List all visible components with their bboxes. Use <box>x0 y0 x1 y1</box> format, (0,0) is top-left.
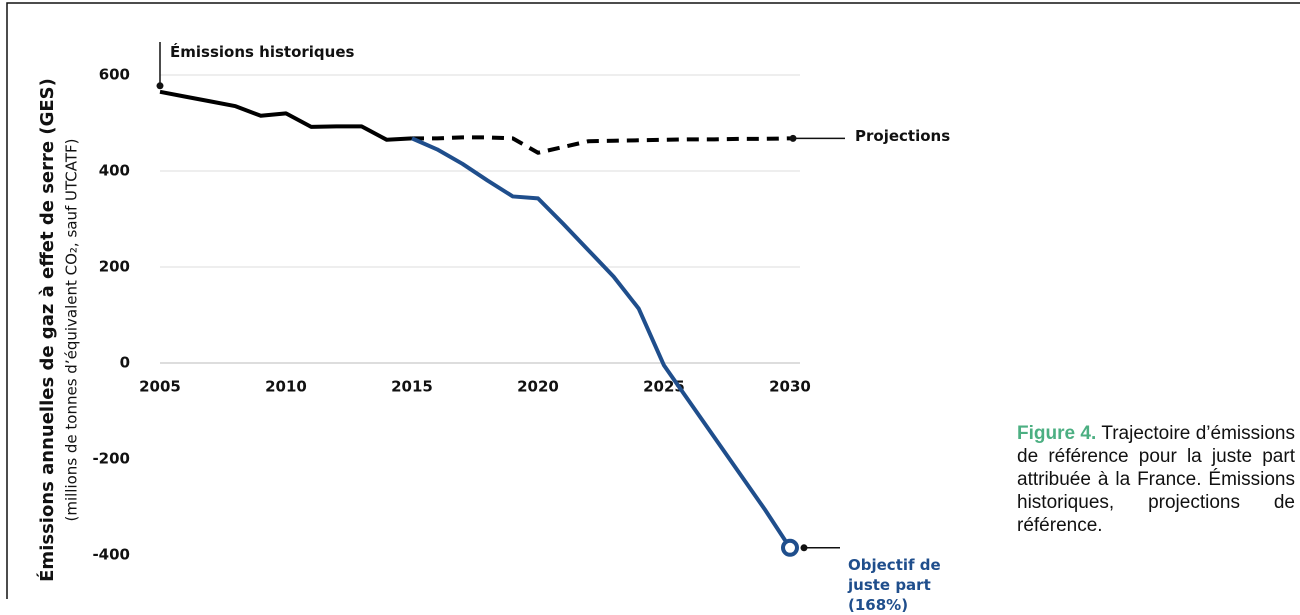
series-line <box>411 136 792 549</box>
chart: Émissions annuelles de gaz à effet de se… <box>6 2 1300 599</box>
y-tick-label: 200 <box>99 258 130 276</box>
projections-label: Projections <box>855 127 951 145</box>
page: {"chart_data": {"type": "line", "ylabel"… <box>6 2 1300 614</box>
caption-label: Figure 4. <box>1017 423 1097 444</box>
end-marker <box>781 538 799 557</box>
fair-share-label: Objectif de juste part (168%) <box>848 556 941 614</box>
caption-text: Trajectoire d’émissions de référence pou… <box>1017 423 1295 536</box>
frame <box>6 2 1300 599</box>
x-tick-label: 2015 <box>391 378 433 396</box>
y-axis-subtitle: (millions de tonnes d’équivalent CO₂, sa… <box>63 138 81 521</box>
series-line <box>159 89 413 142</box>
leader-dot <box>156 82 164 90</box>
x-tick-label: 2010 <box>265 378 307 396</box>
y-tick-label: -200 <box>92 450 130 468</box>
y-tick-label: 400 <box>99 162 130 180</box>
series-line <box>412 135 791 155</box>
x-tick-label: 2020 <box>517 378 559 396</box>
y-axis-title: Émissions annuelles de gaz à effet de se… <box>36 78 58 582</box>
caption: Figure 4. Trajectoire d’émissions de réf… <box>1017 422 1295 537</box>
x-tick-label: 2030 <box>769 378 811 396</box>
y-tick-label: 600 <box>99 66 130 84</box>
y-tick-label: 0 <box>120 354 130 372</box>
y-tick-label: -400 <box>92 546 130 564</box>
historical-label: Émissions historiques <box>170 43 355 61</box>
x-tick-label: 2005 <box>139 378 181 396</box>
